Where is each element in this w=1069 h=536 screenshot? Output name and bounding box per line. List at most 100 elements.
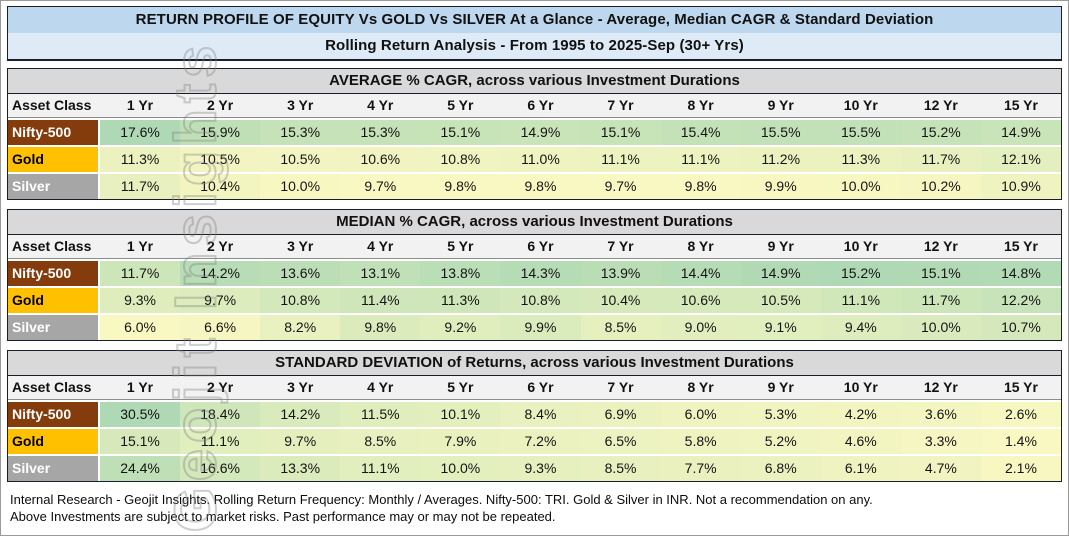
table-row: Gold 15.1% 11.1% 9.7% 8.5% 7.9% 7.2% 6.5% 5.8% 5.…: [8, 427, 1061, 454]
section-title: MEDIAN % CAGR, across various Investment…: [8, 210, 1061, 235]
value-cell: 10.9%: [980, 174, 1061, 199]
value-cell: 15.1%: [100, 429, 181, 454]
duration-header: 8 Yr: [687, 97, 714, 113]
duration-header: 2 Yr: [207, 238, 234, 254]
asset-label: Silver: [8, 315, 100, 340]
value-cell: 15.5%: [820, 120, 901, 145]
value-cell: 14.2%: [260, 402, 341, 427]
value-cell: 11.2%: [740, 147, 821, 172]
value-cell: 8.5%: [580, 315, 661, 340]
value-cell: 9.3%: [100, 288, 181, 313]
value-cell: 10.4%: [180, 174, 261, 199]
value-cell: 10.0%: [420, 456, 501, 481]
asset-label: Nifty-500: [8, 402, 100, 427]
value-cell: 2.1%: [980, 456, 1061, 481]
duration-header: 15 Yr: [1003, 379, 1038, 395]
value-cell: 6.6%: [180, 315, 261, 340]
duration-header: 8 Yr: [687, 238, 714, 254]
value-cell: 10.5%: [180, 147, 261, 172]
value-cell: 9.8%: [420, 174, 501, 199]
table-row: Silver 11.7% 10.4% 10.0% 9.7% 9.8% 9.8% 9.7% 9.8…: [8, 172, 1061, 199]
value-cell: 13.9%: [580, 261, 661, 286]
value-cell: 6.0%: [100, 315, 181, 340]
value-cell: 5.2%: [740, 429, 821, 454]
duration-header: 6 Yr: [527, 238, 554, 254]
column-header-row: Asset Class 1 Yr 2 Yr 3 Yr 4 Yr 5 Yr 6 Yr 7 Yr 8…: [8, 235, 1061, 259]
value-cell: 9.8%: [340, 315, 421, 340]
value-cell: 13.6%: [260, 261, 341, 286]
value-cell: 10.4%: [580, 288, 661, 313]
duration-header: 10 Yr: [843, 97, 878, 113]
metric-table-section-2: MEDIAN % CAGR, across various Investment…: [7, 209, 1062, 341]
value-cell: 10.8%: [500, 288, 581, 313]
value-cell: 14.9%: [980, 120, 1061, 145]
value-cell: 4.6%: [820, 429, 901, 454]
value-cell: 8.4%: [500, 402, 581, 427]
value-cell: 15.2%: [900, 120, 981, 145]
duration-header: 5 Yr: [447, 97, 474, 113]
value-cell: 11.7%: [100, 174, 181, 199]
duration-header: 4 Yr: [367, 379, 394, 395]
table-row: Nifty-500 17.6% 15.9% 15.3% 15.3% 15.1% 14.9% 1…: [8, 118, 1061, 145]
asset-class-header: Asset Class: [12, 97, 92, 113]
value-cell: 9.2%: [420, 315, 501, 340]
value-cell: 30.5%: [100, 402, 181, 427]
asset-label: Silver: [8, 174, 100, 199]
value-cell: 10.5%: [260, 147, 341, 172]
column-header-row: Asset Class 1 Yr 2 Yr 3 Yr 4 Yr 5 Yr 6 Yr 7 Yr 8…: [8, 94, 1061, 118]
footnote: Internal Research - Geojit Insights. Rol…: [7, 491, 1062, 525]
value-cell: 24.4%: [100, 456, 181, 481]
value-cell: 13.8%: [420, 261, 501, 286]
duration-header: 15 Yr: [1003, 97, 1038, 113]
value-cell: 7.7%: [660, 456, 741, 481]
duration-header: 7 Yr: [607, 379, 634, 395]
value-cell: 10.6%: [340, 147, 421, 172]
value-cell: 5.3%: [740, 402, 821, 427]
section-title: STANDARD DEVIATION of Returns, across va…: [8, 351, 1061, 376]
metric-tables-container: AVERAGE % CAGR, across various Investmen…: [7, 68, 1062, 482]
duration-header: 5 Yr: [447, 238, 474, 254]
table-row: Gold 11.3% 10.5% 10.5% 10.6% 10.8% 11.0% 11.1% 1…: [8, 145, 1061, 172]
metric-table-section-3: STANDARD DEVIATION of Returns, across va…: [7, 350, 1062, 482]
duration-header: 12 Yr: [923, 238, 958, 254]
value-cell: 8.2%: [260, 315, 341, 340]
value-cell: 10.8%: [260, 288, 341, 313]
asset-label: Nifty-500: [8, 120, 100, 145]
report-title-line2: Rolling Return Analysis - From 1995 to 2…: [8, 33, 1061, 59]
value-cell: 11.0%: [500, 147, 581, 172]
duration-header: 1 Yr: [126, 238, 154, 254]
duration-header: 12 Yr: [923, 97, 958, 113]
value-cell: 9.4%: [820, 315, 901, 340]
value-cell: 14.3%: [500, 261, 581, 286]
value-cell: 13.1%: [340, 261, 421, 286]
value-cell: 14.8%: [980, 261, 1061, 286]
value-cell: 10.0%: [900, 315, 981, 340]
value-cell: 9.8%: [660, 174, 741, 199]
value-cell: 8.5%: [340, 429, 421, 454]
value-cell: 8.5%: [580, 456, 661, 481]
table-row: Silver 24.4% 16.6% 13.3% 11.1% 10.0% 9.3% 8.5% 7…: [8, 454, 1061, 481]
value-cell: 12.2%: [980, 288, 1061, 313]
value-cell: 9.9%: [740, 174, 821, 199]
value-cell: 15.1%: [420, 120, 501, 145]
duration-header: 10 Yr: [843, 379, 878, 395]
value-cell: 3.3%: [900, 429, 981, 454]
value-cell: 6.0%: [660, 402, 741, 427]
table-row: Nifty-500 11.7% 14.2% 13.6% 13.1% 13.8% 14.3% 1…: [8, 259, 1061, 286]
value-cell: 10.6%: [660, 288, 741, 313]
value-cell: 16.6%: [180, 456, 261, 481]
value-cell: 3.6%: [900, 402, 981, 427]
value-cell: 11.1%: [820, 288, 901, 313]
section-title: AVERAGE % CAGR, across various Investmen…: [8, 69, 1061, 94]
value-cell: 10.0%: [260, 174, 341, 199]
duration-header: 7 Yr: [607, 97, 634, 113]
value-cell: 14.9%: [740, 261, 821, 286]
duration-header: 8 Yr: [687, 379, 714, 395]
asset-class-header: Asset Class: [12, 238, 92, 254]
value-cell: 15.5%: [740, 120, 821, 145]
value-cell: 15.4%: [660, 120, 741, 145]
value-cell: 9.7%: [260, 429, 341, 454]
asset-label: Nifty-500: [8, 261, 100, 286]
value-cell: 9.7%: [180, 288, 261, 313]
value-cell: 10.0%: [820, 174, 901, 199]
